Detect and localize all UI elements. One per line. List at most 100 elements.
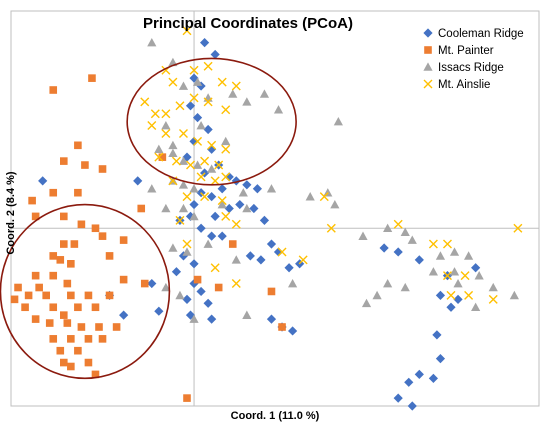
data-point-diamond xyxy=(235,199,245,210)
data-point-x xyxy=(428,239,438,249)
data-point-x xyxy=(446,290,456,300)
data-point-square xyxy=(70,240,79,248)
data-point-square xyxy=(84,291,93,300)
data-point-square xyxy=(63,319,72,327)
legend: Cooleman Ridge Mt. Painter Issacs Ridge Mt.… xyxy=(423,28,524,91)
data-point-diamond xyxy=(210,49,220,60)
data-point-triangle xyxy=(207,164,217,173)
data-point-triangle xyxy=(383,223,393,233)
data-point-x xyxy=(221,211,231,221)
data-point-square xyxy=(31,315,40,323)
data-point-triangle xyxy=(242,203,252,213)
data-point-square xyxy=(56,346,65,355)
data-point-triangle xyxy=(333,117,343,126)
data-point-x xyxy=(513,223,523,233)
data-point-square xyxy=(14,283,22,292)
data-point-square xyxy=(31,212,40,221)
data-point-triangle xyxy=(400,227,410,236)
data-point-triangle xyxy=(266,184,277,193)
data-point-square xyxy=(140,279,149,288)
data-point-diamond xyxy=(196,286,206,297)
data-point-square xyxy=(74,346,82,355)
data-point-x xyxy=(178,128,188,138)
data-point-x xyxy=(231,219,241,229)
data-point-triangle xyxy=(192,77,203,86)
data-point-x xyxy=(140,97,150,107)
data-point-x xyxy=(442,239,452,249)
data-point-square xyxy=(74,141,82,150)
data-point-triangle xyxy=(242,310,252,319)
data-point-diamond xyxy=(171,267,182,277)
chart-title: Principal Coordinates (PCoA) xyxy=(143,15,353,32)
data-point-x xyxy=(393,219,403,229)
data-point-square xyxy=(49,271,58,280)
data-point-triangle xyxy=(231,255,241,264)
data-point-triangle xyxy=(242,97,252,106)
data-point-diamond xyxy=(245,251,255,261)
data-point-triangle xyxy=(178,81,189,90)
data-point-square xyxy=(112,323,121,331)
data-point-triangle xyxy=(189,314,199,323)
data-point-x xyxy=(200,156,210,166)
data-point-square xyxy=(28,196,36,205)
data-point-square xyxy=(42,291,50,300)
data-point-x xyxy=(182,192,192,202)
data-point-triangle xyxy=(154,144,164,154)
data-point-triangle xyxy=(147,38,157,47)
data-point-diamond xyxy=(207,231,217,241)
data-point-square xyxy=(49,188,58,197)
data-point-diamond xyxy=(414,369,424,379)
data-point-triangle xyxy=(509,290,519,300)
data-point-square xyxy=(137,204,146,213)
data-point-diamond xyxy=(119,310,129,320)
data-point-diamond xyxy=(192,113,203,123)
data-point-triangle xyxy=(161,120,171,130)
ellipse-layer xyxy=(0,57,297,380)
data-point-x xyxy=(150,109,160,119)
data-point-triangle xyxy=(221,136,231,146)
legend-label: Cooleman Ridge xyxy=(438,28,524,40)
data-point-diamond xyxy=(224,203,234,214)
data-point-diamond xyxy=(266,239,277,249)
data-point-triangle xyxy=(259,89,270,98)
data-point-x xyxy=(196,172,206,182)
data-point-triangle xyxy=(488,282,498,292)
data-point-x xyxy=(207,140,217,150)
data-point-x xyxy=(217,77,227,87)
data-point-diamond xyxy=(446,302,456,312)
data-point-diamond xyxy=(471,263,481,273)
data-point-square xyxy=(49,303,58,312)
data-point-square xyxy=(119,275,128,284)
data-point-triangle xyxy=(288,278,298,288)
data-point-square xyxy=(98,232,107,240)
data-point-triangle xyxy=(372,290,382,300)
data-point-diamond xyxy=(453,294,463,304)
data-point-x xyxy=(189,93,199,103)
x-axis-label: Coord. 1 (11.0 %) xyxy=(231,410,320,422)
data-point-square xyxy=(105,291,114,300)
data-point-square xyxy=(60,157,68,165)
data-point-diamond xyxy=(284,263,294,273)
data-point-square xyxy=(193,275,202,284)
legend-marker-square xyxy=(424,46,432,54)
data-point-triangle xyxy=(453,278,463,288)
data-point-square xyxy=(60,358,68,367)
data-point-diamond xyxy=(242,180,252,190)
data-point-diamond xyxy=(393,393,403,403)
data-point-square xyxy=(214,283,223,292)
data-point-x xyxy=(217,196,227,206)
data-point-x xyxy=(231,81,241,91)
legend-marker-triangle xyxy=(423,62,433,71)
data-point-x xyxy=(186,160,196,170)
data-point-x xyxy=(175,215,185,225)
data-point-x xyxy=(182,239,192,249)
data-point-diamond xyxy=(185,101,196,111)
data-point-x xyxy=(193,136,203,146)
data-point-triangle xyxy=(178,156,189,165)
data-point-square xyxy=(24,291,33,300)
data-point-triangle xyxy=(228,89,238,98)
data-point-triangle xyxy=(168,243,178,252)
data-point-diamond xyxy=(133,176,143,186)
data-point-x xyxy=(277,247,287,257)
